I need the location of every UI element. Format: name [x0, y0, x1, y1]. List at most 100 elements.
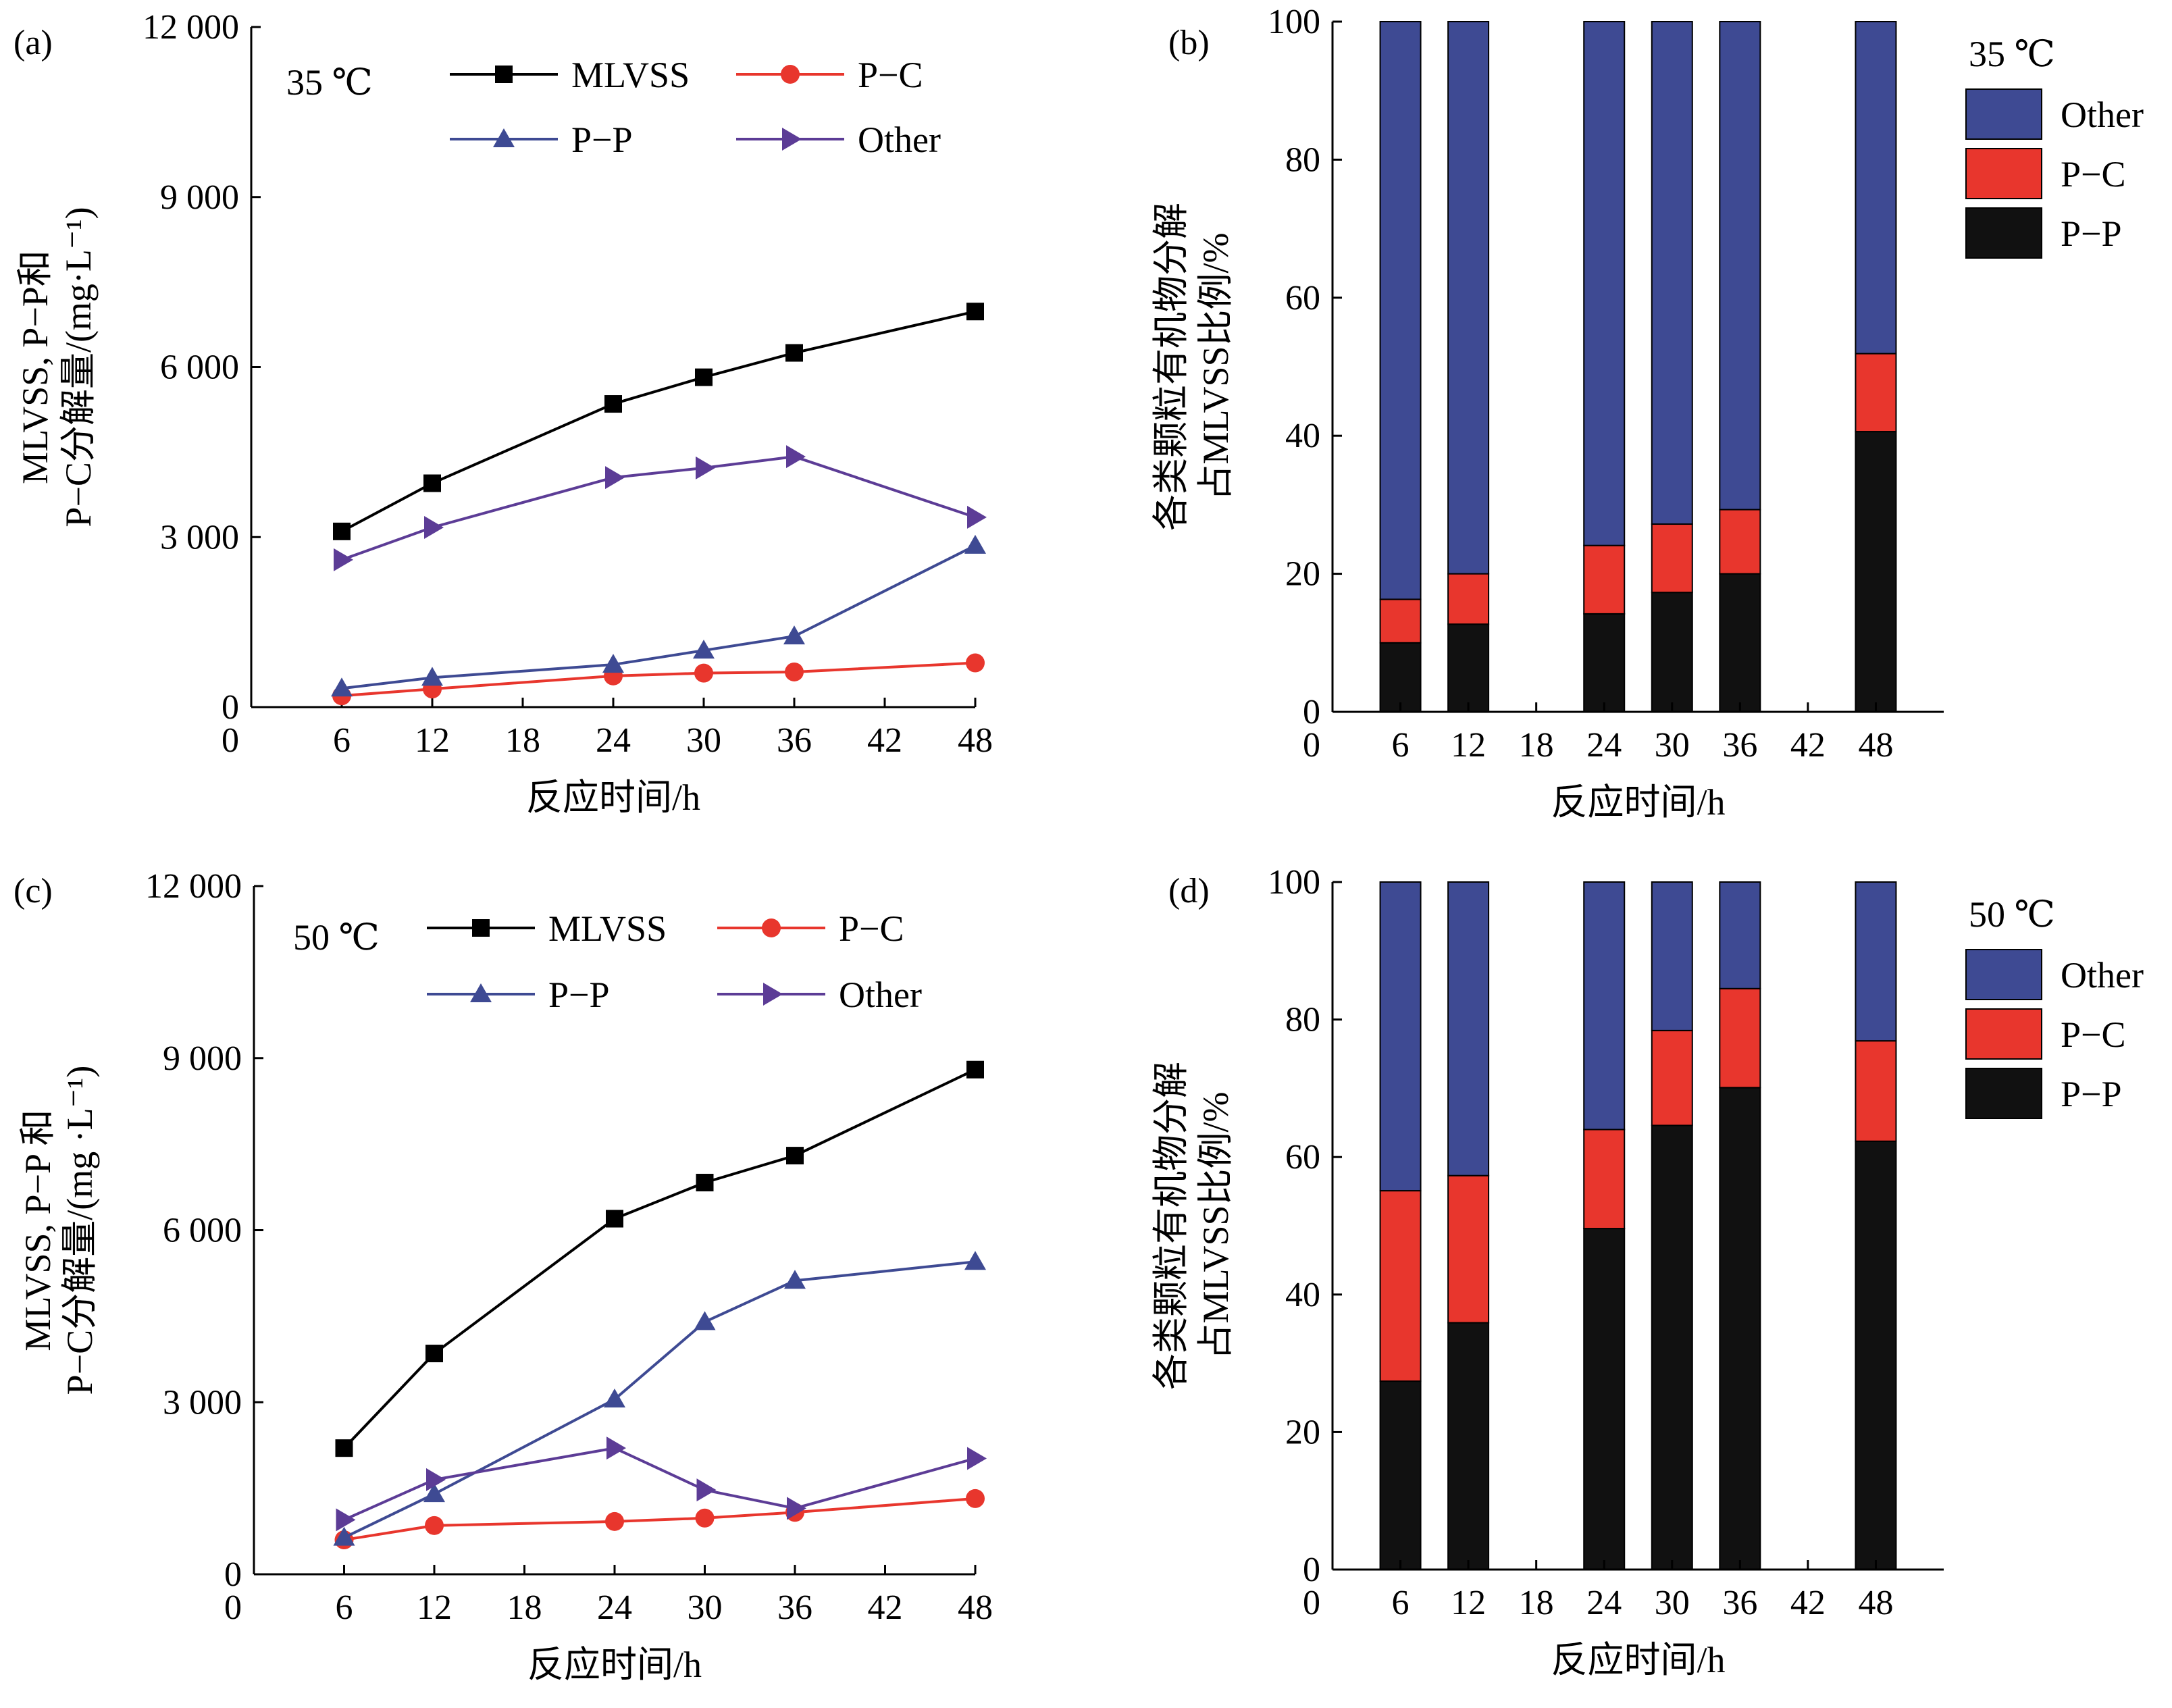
- legend-label: P−C: [839, 908, 904, 949]
- x-tick-label: 6: [1392, 726, 1410, 765]
- data-point: [786, 445, 806, 469]
- x-tick-label: 6: [336, 1588, 353, 1627]
- data-point: [335, 1439, 353, 1457]
- bar-segment-pc: [1855, 1040, 1897, 1142]
- series-pp: [333, 1251, 986, 1546]
- series-line: [344, 1497, 976, 1542]
- y-tick-label: 100: [1268, 863, 1320, 902]
- bar-6h: [1379, 21, 1422, 713]
- x-tick-label: 42: [1790, 726, 1826, 765]
- series-line: [341, 544, 976, 690]
- data-point: [424, 515, 444, 539]
- bar-segment-other: [1379, 21, 1422, 600]
- y-tick-label: 40: [1285, 417, 1320, 455]
- bar-30h: [1651, 881, 1693, 1570]
- bar-segment-other: [1855, 21, 1897, 355]
- x-tick-label: 6: [333, 721, 351, 760]
- x-tick-label: 30: [1655, 1584, 1690, 1622]
- legend-label: P−P: [2061, 213, 2122, 254]
- legend-label: Other: [2061, 955, 2144, 995]
- temperature-label: 35 ℃: [286, 62, 373, 103]
- bar-segment-pc: [1379, 598, 1422, 644]
- y-tick-label: 3 000: [163, 1383, 242, 1422]
- y-tick-label: 80: [1285, 140, 1320, 179]
- legend-swatch: [1965, 207, 2042, 259]
- x-tick-label: 18: [507, 1588, 542, 1627]
- x-tick-label: 24: [597, 1588, 632, 1627]
- y-tick-label: 0: [222, 688, 239, 727]
- panel-label: (c): [14, 872, 53, 910]
- bar-segment-pc: [1719, 509, 1761, 575]
- data-point: [966, 653, 985, 673]
- data-point: [333, 522, 351, 540]
- bar-12h: [1447, 881, 1490, 1570]
- legend-marker: [782, 128, 802, 151]
- bar-segment-pc: [1651, 1029, 1693, 1127]
- legend-label: Other: [2061, 95, 2144, 135]
- y-tick-label: 0: [1303, 1551, 1320, 1589]
- x-tick-label: 42: [1790, 1584, 1826, 1622]
- x-tick-label: 18: [505, 721, 540, 760]
- bar-segment-other: [1583, 881, 1626, 1131]
- series-mlvss: [335, 1060, 984, 1457]
- legend-swatch: [1965, 88, 2042, 140]
- data-point: [605, 1511, 624, 1531]
- data-point: [967, 1447, 987, 1470]
- y-axis-title-line2: 占MLVSS比例/%: [1195, 232, 1236, 500]
- y-tick-label: 12 000: [143, 8, 239, 47]
- bar-segment-pp: [1379, 1380, 1422, 1570]
- y-axis-title-line1: MLVSS, P−P 和: [18, 1109, 58, 1351]
- bar-6h: [1379, 881, 1422, 1570]
- x-tick-label: 36: [777, 1588, 812, 1627]
- legend-swatch: [1965, 1068, 2042, 1119]
- y-tick-label: 80: [1285, 1001, 1320, 1039]
- temperature-label: 50 ℃: [293, 917, 380, 958]
- bar-segment-other: [1447, 21, 1490, 575]
- data-point: [333, 1526, 355, 1546]
- legend-label: MLVSS: [571, 55, 690, 95]
- bar-segment-pp: [1855, 1140, 1897, 1570]
- y-axis-title-line2: P−C分解量/(mg ·L⁻¹): [59, 1066, 100, 1395]
- x-tick-label: 18: [1519, 726, 1554, 765]
- y-axis-title-line1: MLVSS, P−P和: [15, 250, 55, 484]
- data-point: [966, 1489, 985, 1508]
- legend-label: P−C: [2061, 1014, 2126, 1055]
- bar-segment-pp: [1651, 592, 1693, 713]
- series-other: [334, 445, 987, 571]
- x-tick-label: 0: [1303, 1584, 1320, 1622]
- legend-label: P−P: [2061, 1074, 2122, 1114]
- x-tick-label: 24: [1586, 1584, 1622, 1622]
- x-tick-label: 18: [1519, 1584, 1554, 1622]
- y-tick-label: 0: [1303, 693, 1320, 731]
- legend-marker: [470, 983, 492, 1002]
- bar-segment-other: [1719, 21, 1761, 511]
- x-tick-label: 48: [1858, 726, 1893, 765]
- data-point: [784, 1270, 806, 1289]
- x-tick-label: 0: [1303, 726, 1320, 765]
- y-tick-label: 9 000: [160, 178, 239, 217]
- bar-segment-pc: [1447, 1174, 1490, 1324]
- x-tick-label: 12: [1451, 1584, 1486, 1622]
- x-tick-label: 48: [958, 721, 993, 760]
- bar-chart-b: 0 20 40 60 80 100 0 6 12 18 24 30 36 42 48 (b) 反应时间/h 各类颗…: [1151, 3, 2144, 823]
- bar-segment-pc: [1719, 987, 1761, 1089]
- data-point: [966, 303, 984, 321]
- bar-segment-pc: [1583, 1129, 1626, 1230]
- series-line: [341, 661, 976, 698]
- bar-segment-pp: [1379, 642, 1422, 713]
- legend-label: P−P: [548, 975, 610, 1015]
- x-axis-title: 反应时间/h: [1551, 1640, 1725, 1680]
- bar-segment-other: [1651, 881, 1693, 1031]
- x-tick-label: 30: [1655, 726, 1690, 765]
- bar-36h: [1719, 881, 1761, 1570]
- data-point: [964, 1251, 986, 1270]
- y-tick-label: 6 000: [163, 1212, 242, 1250]
- bar-12h: [1447, 21, 1490, 713]
- y-tick-label: 60: [1285, 1138, 1320, 1176]
- data-point: [331, 677, 353, 697]
- line-chart-c: 0 3 000 6 000 9 000 12 000 0 6 12 18 24 30 36 42 48 (c…: [14, 867, 993, 1685]
- panel-label: (a): [14, 24, 53, 62]
- y-tick-label: 20: [1285, 555, 1320, 594]
- series-line: [341, 455, 976, 561]
